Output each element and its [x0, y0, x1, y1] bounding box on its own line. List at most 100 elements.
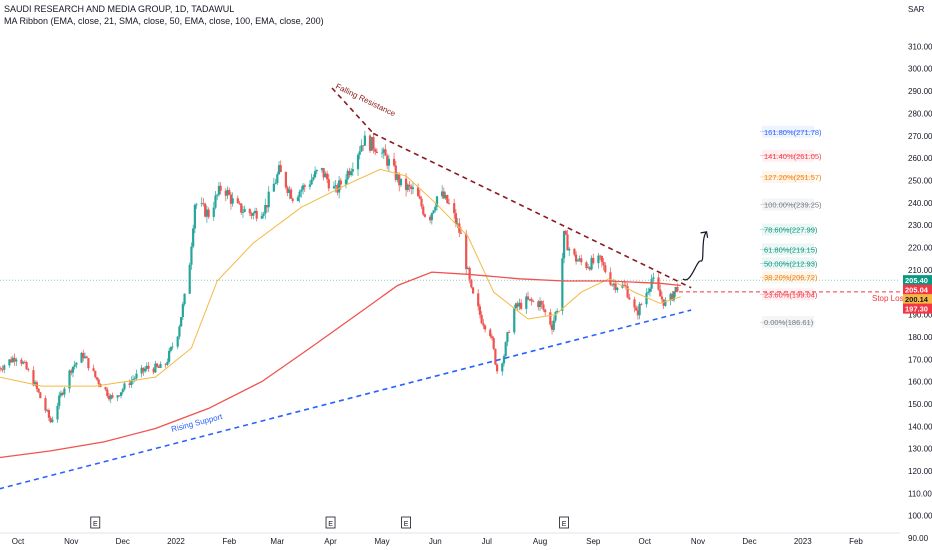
candle: [470, 279, 473, 288]
candle: [550, 324, 554, 330]
candle: [453, 203, 456, 214]
candle: [599, 255, 602, 257]
candle: [647, 291, 650, 294]
candle: [51, 419, 54, 423]
candle: [659, 289, 662, 297]
candle: [253, 210, 257, 214]
candle: [128, 383, 131, 385]
candle: [338, 180, 341, 193]
x-tick-label: Oct: [12, 537, 25, 546]
candle: [384, 149, 387, 156]
candle: [324, 173, 327, 178]
candle: [277, 165, 281, 175]
candle: [422, 206, 425, 215]
candle: [181, 304, 184, 318]
candle: [465, 233, 468, 270]
candle: [131, 379, 135, 381]
candle: [672, 292, 676, 301]
candle: [471, 287, 475, 294]
fib-level-label: 100.00%(239.25): [764, 200, 822, 209]
candle: [70, 370, 73, 373]
candle: [143, 369, 147, 372]
candle: [530, 298, 533, 302]
candle: [250, 213, 253, 216]
candle: [496, 364, 499, 372]
candle: [580, 258, 583, 263]
price-label: 200.14: [905, 295, 929, 304]
y-tick-label: 130.00: [908, 445, 932, 454]
candle: [291, 198, 294, 201]
y-tick-label: 280.00: [908, 109, 932, 118]
candle: [0, 368, 2, 370]
candle: [387, 158, 391, 166]
candle: [85, 356, 88, 359]
earnings-marker: E: [93, 521, 98, 528]
candle: [152, 368, 155, 373]
candle: [298, 191, 301, 198]
candle: [8, 359, 11, 366]
candle: [540, 301, 543, 305]
candle: [94, 370, 97, 378]
candle: [669, 293, 672, 301]
trendlines[interactable]: Falling Resistance Rising Support: [0, 82, 709, 490]
candle: [133, 378, 136, 380]
candle: [61, 392, 64, 395]
candle: [119, 392, 123, 396]
candle: [97, 379, 100, 385]
candle: [525, 296, 528, 309]
candle: [276, 174, 279, 184]
candle: [71, 366, 75, 373]
y-tick-label: 270.00: [908, 132, 932, 141]
candle: [552, 320, 555, 330]
fib-level-bg: [762, 316, 814, 329]
candle: [585, 262, 588, 269]
fibonacci-levels[interactable]: 161.80%(271.78) 141.40%(261.05) 127.20%(25…: [760, 125, 822, 329]
candle: [286, 187, 289, 193]
candle: [315, 169, 318, 172]
y-tick-label: 140.00: [908, 422, 932, 431]
candle: [49, 417, 52, 423]
candle: [274, 183, 277, 184]
candle: [435, 196, 439, 207]
candle: [612, 283, 615, 285]
candle: [574, 254, 578, 262]
candle: [202, 203, 205, 205]
candle: [399, 178, 403, 186]
candle: [169, 347, 172, 351]
candle: [157, 366, 160, 368]
x-axis[interactable]: Oct Nov Dec 2022 Feb Mar Apr May Jun Jul Aug Sep Oct…: [0, 532, 900, 546]
candle: [255, 210, 258, 219]
candle: [363, 135, 366, 146]
candle: [92, 368, 95, 371]
candle: [386, 155, 389, 166]
y-tick-label: 170.00: [908, 355, 932, 364]
candle: [296, 197, 300, 201]
y-tick-label: 310.00: [908, 42, 932, 51]
candle: [492, 337, 495, 349]
candle: [358, 151, 361, 155]
candle: [147, 365, 150, 369]
candle: [645, 293, 648, 305]
candle: [190, 246, 193, 265]
stop-loss-level[interactable]: Stop Loss: [672, 291, 908, 303]
candle: [370, 136, 373, 151]
candle: [265, 205, 269, 208]
candle: [229, 194, 233, 204]
candle: [444, 195, 447, 199]
candle: [508, 332, 511, 333]
candle: [140, 367, 143, 374]
candle: [466, 267, 470, 270]
candle: [538, 301, 542, 308]
candle: [406, 184, 409, 190]
candle: [325, 173, 329, 180]
candle: [520, 302, 523, 309]
candle: [372, 136, 375, 150]
y-tick-label: 190.00: [908, 311, 932, 320]
candle: [68, 370, 71, 389]
candle: [32, 370, 35, 386]
candle: [423, 214, 427, 217]
x-tick-label: Nov: [64, 537, 78, 546]
